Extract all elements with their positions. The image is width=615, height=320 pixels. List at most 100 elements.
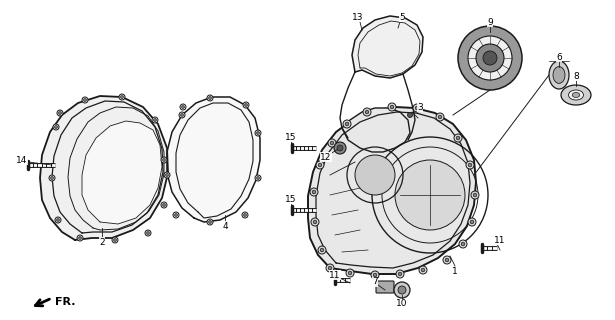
Circle shape (328, 266, 332, 270)
Circle shape (313, 220, 317, 224)
Circle shape (179, 112, 185, 118)
Ellipse shape (561, 85, 591, 105)
Circle shape (395, 160, 465, 230)
Circle shape (466, 161, 474, 169)
Circle shape (345, 122, 349, 126)
Circle shape (53, 124, 59, 130)
Text: 10: 10 (396, 300, 408, 308)
Circle shape (243, 102, 249, 108)
Circle shape (55, 126, 57, 128)
Polygon shape (40, 96, 168, 240)
Circle shape (162, 204, 165, 206)
Circle shape (244, 214, 247, 216)
Circle shape (337, 145, 343, 151)
Circle shape (355, 155, 395, 195)
Text: 7: 7 (372, 277, 378, 286)
Circle shape (388, 103, 396, 111)
Circle shape (173, 212, 179, 218)
Circle shape (326, 264, 334, 272)
Circle shape (79, 237, 81, 239)
Circle shape (398, 272, 402, 276)
Ellipse shape (553, 67, 565, 84)
Circle shape (208, 97, 212, 99)
Circle shape (112, 237, 118, 243)
FancyArrowPatch shape (35, 299, 49, 306)
Circle shape (365, 110, 369, 114)
Polygon shape (308, 107, 476, 274)
Text: 11: 11 (494, 236, 506, 244)
Circle shape (145, 230, 151, 236)
Circle shape (363, 108, 371, 116)
Circle shape (57, 219, 60, 221)
Circle shape (207, 219, 213, 225)
Circle shape (207, 95, 213, 101)
Polygon shape (342, 108, 410, 152)
Circle shape (312, 190, 315, 194)
Circle shape (84, 99, 86, 101)
Circle shape (208, 221, 212, 223)
Circle shape (419, 266, 427, 274)
Circle shape (245, 104, 247, 106)
Circle shape (181, 106, 184, 108)
Circle shape (330, 141, 334, 145)
Ellipse shape (568, 90, 584, 100)
Circle shape (55, 217, 61, 223)
Circle shape (458, 26, 522, 90)
Circle shape (161, 157, 167, 163)
Text: 15: 15 (285, 132, 297, 141)
Circle shape (334, 142, 346, 154)
Circle shape (346, 269, 354, 277)
Circle shape (415, 106, 419, 110)
Circle shape (114, 239, 116, 241)
Circle shape (470, 220, 474, 224)
FancyBboxPatch shape (376, 281, 394, 293)
Circle shape (161, 202, 167, 208)
Text: 11: 11 (329, 270, 341, 279)
Circle shape (318, 163, 322, 167)
Circle shape (255, 175, 261, 181)
Text: 15: 15 (285, 195, 297, 204)
Circle shape (438, 115, 442, 119)
Ellipse shape (549, 61, 569, 89)
Circle shape (154, 119, 156, 121)
Circle shape (471, 191, 479, 199)
Circle shape (175, 214, 177, 216)
Circle shape (180, 104, 186, 110)
Circle shape (152, 117, 158, 123)
Circle shape (57, 110, 63, 116)
Text: FR.: FR. (55, 297, 76, 307)
Circle shape (146, 232, 149, 234)
Circle shape (348, 271, 352, 275)
Circle shape (316, 161, 324, 169)
Text: 14: 14 (17, 156, 28, 164)
Circle shape (436, 113, 444, 121)
Circle shape (461, 242, 465, 246)
Text: 5: 5 (399, 12, 405, 21)
Circle shape (394, 282, 410, 298)
Circle shape (82, 97, 88, 103)
Circle shape (256, 132, 260, 134)
Circle shape (49, 175, 55, 181)
Text: 3: 3 (417, 102, 423, 111)
Polygon shape (352, 16, 423, 78)
Circle shape (121, 96, 124, 98)
Circle shape (164, 172, 170, 178)
Circle shape (256, 177, 260, 179)
Circle shape (396, 270, 404, 278)
Circle shape (476, 44, 504, 72)
Circle shape (242, 212, 248, 218)
Text: 2: 2 (99, 237, 105, 246)
Circle shape (398, 286, 406, 294)
Circle shape (468, 218, 476, 226)
Circle shape (413, 104, 421, 112)
Circle shape (468, 36, 512, 80)
Circle shape (408, 113, 413, 117)
Circle shape (371, 271, 379, 279)
Circle shape (318, 246, 326, 254)
Circle shape (119, 94, 125, 100)
Circle shape (310, 188, 318, 196)
Circle shape (255, 130, 261, 136)
Polygon shape (82, 121, 162, 224)
Circle shape (456, 136, 460, 140)
Polygon shape (167, 97, 260, 222)
